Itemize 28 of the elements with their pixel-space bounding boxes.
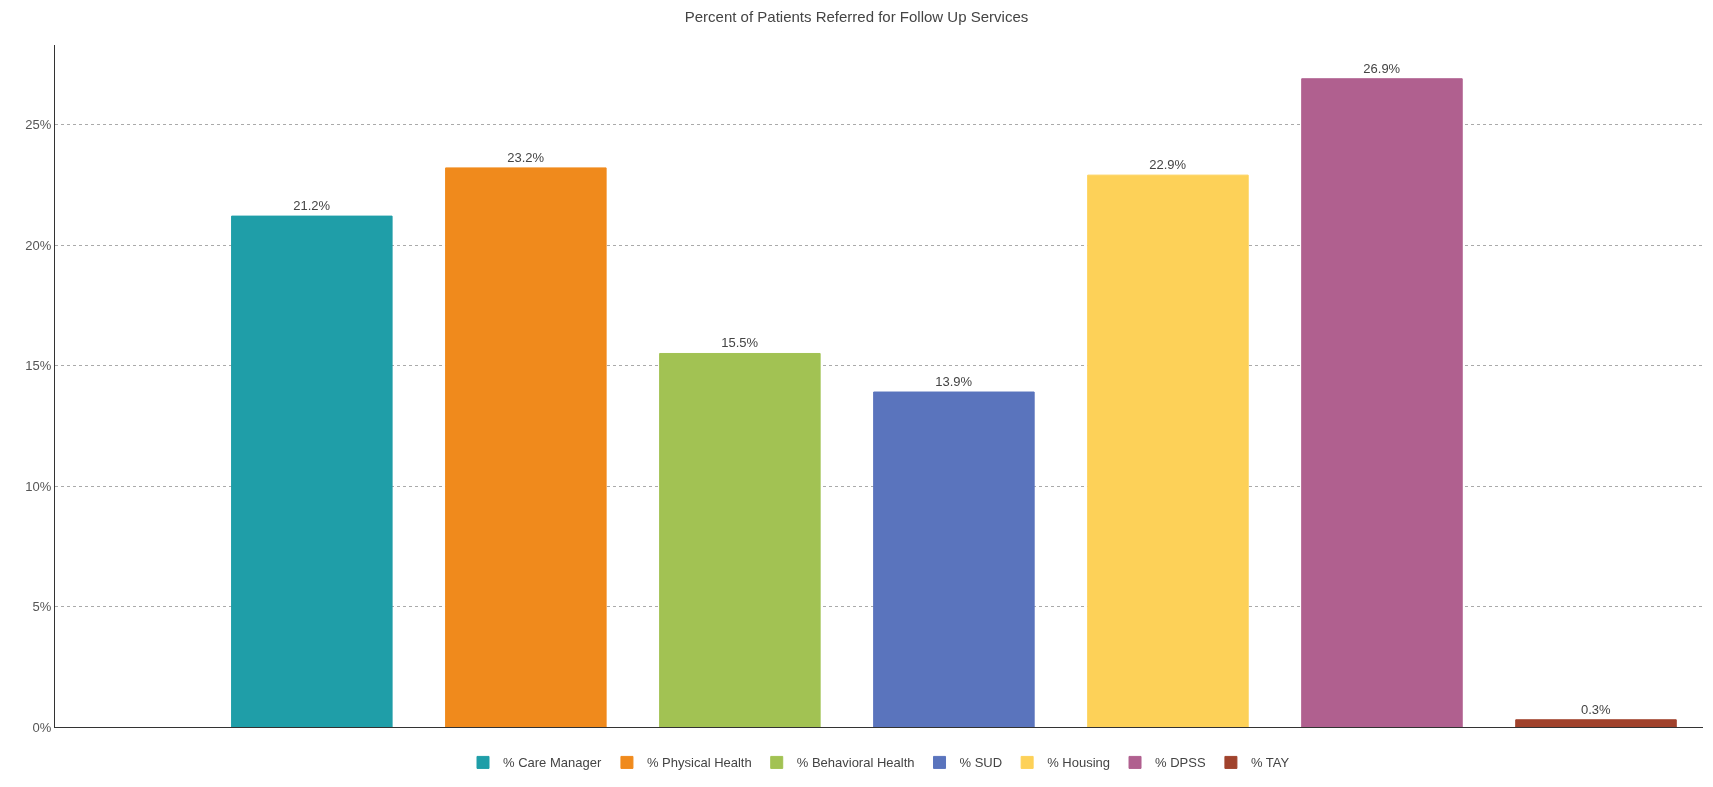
legend-label: % Care Manager xyxy=(503,755,602,771)
bar xyxy=(873,391,1035,727)
legend-label: % DPSS xyxy=(1155,755,1206,771)
y-tick-label: 5% xyxy=(32,599,52,615)
legend-label: % Physical Health xyxy=(646,755,752,771)
data-label: 0.3% xyxy=(1580,701,1612,717)
y-tick-label: 25% xyxy=(25,117,52,133)
legend-label: % Housing xyxy=(1047,755,1111,771)
bar xyxy=(445,167,607,727)
y-tick-label: 20% xyxy=(25,237,52,253)
bar xyxy=(231,215,393,727)
data-label: 22.9% xyxy=(1149,157,1187,173)
data-label: 13.9% xyxy=(935,374,973,390)
legend-label: % SUD xyxy=(959,755,1003,771)
data-label: 21.2% xyxy=(293,198,331,214)
bar xyxy=(1301,78,1463,727)
y-tick-label: 0% xyxy=(32,719,52,735)
bar xyxy=(1515,719,1677,727)
data-label: 23.2% xyxy=(507,149,545,165)
legend-label: % Behavioral Health xyxy=(796,755,915,771)
legend-label: % TAY xyxy=(1250,755,1290,771)
data-label: 26.9% xyxy=(1363,60,1401,76)
bar xyxy=(659,352,821,727)
bar xyxy=(1087,174,1249,727)
data-label: 15.5% xyxy=(721,335,759,351)
y-tick-label: 10% xyxy=(25,478,52,494)
chart-title: Percent of Patients Referred for Follow Up Services xyxy=(684,8,1029,26)
y-tick-label: 15% xyxy=(25,358,52,374)
